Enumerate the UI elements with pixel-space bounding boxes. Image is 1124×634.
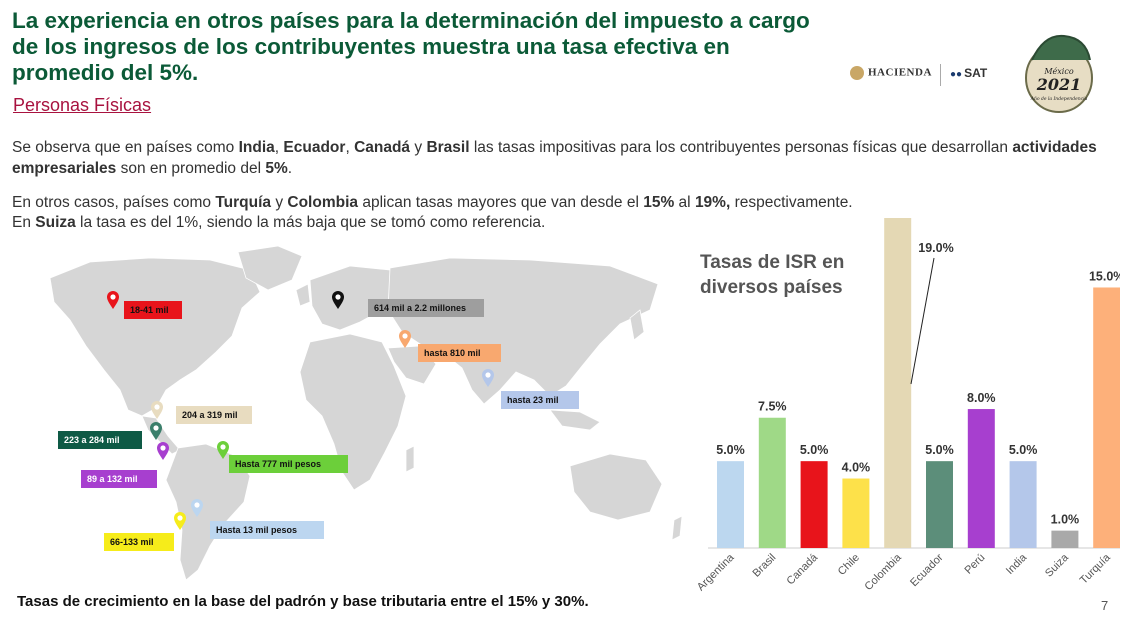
paragraph-segment: En	[12, 214, 36, 231]
paragraph-segment: India	[238, 139, 275, 156]
bar-brasil	[758, 417, 786, 548]
paragraph-segment: son en promedio del	[116, 160, 266, 177]
leader-line	[910, 257, 935, 385]
category-label: Suiza	[1043, 551, 1072, 580]
category-label: Argentina	[695, 551, 737, 593]
emblem-text-2: 2021	[1036, 75, 1082, 94]
category-label: Perú	[962, 552, 987, 577]
sat-logo-text: SAT	[964, 66, 988, 80]
bar-chile	[842, 478, 870, 548]
paragraph-segment: y	[271, 194, 288, 211]
map-label: 204 a 319 mil	[176, 406, 252, 424]
category-label: Canadá	[784, 551, 820, 587]
value-label: 4.0%	[842, 461, 871, 475]
paragraph-segment: las tasas impositivas para los contribuy…	[469, 139, 1013, 156]
paragraph-segment: 19%,	[694, 194, 731, 211]
chart-title: Tasas de ISR en diversos países	[700, 252, 845, 298]
footer-note: Tasas de crecimiento en la base del padr…	[17, 593, 589, 610]
page-subtitle[interactable]: Personas Físicas	[13, 95, 152, 115]
hacienda-logo: HACIENDA	[850, 66, 932, 80]
paragraph-segment: Ecuador	[283, 139, 346, 156]
category-label: Turquía	[1078, 551, 1114, 587]
paragraph-segment: En otros casos, países como	[12, 194, 216, 211]
map-pin-icon	[174, 512, 186, 530]
paragraph-segment: 5%	[265, 160, 288, 177]
map-label: hasta 810 mil	[418, 344, 501, 362]
paragraph-segment: ,	[274, 139, 284, 156]
bar-canadá	[800, 461, 828, 548]
value-label: 19.0%	[918, 241, 953, 255]
map-pin-icon	[151, 401, 163, 419]
category-label: Chile	[836, 552, 862, 578]
page-number: 7	[1101, 598, 1109, 613]
mexico-2021-emblem: México 2021 Año de la Independencia	[1025, 34, 1093, 113]
category-label: Brasil	[750, 552, 778, 580]
paragraph-segment: aplican tasas mayores que van desde el	[358, 194, 644, 211]
map-label: 18-41 mil	[124, 301, 182, 319]
map-pin-icon	[157, 442, 169, 460]
paragraph-segment: actividades empresariales	[12, 139, 1097, 177]
map-pin-icon	[191, 499, 203, 517]
bar-turquía	[1093, 287, 1120, 548]
bar-ecuador	[926, 461, 953, 548]
bar-india	[1009, 461, 1037, 548]
value-label: 5.0%	[716, 443, 745, 457]
paragraph-segment: al	[674, 194, 695, 211]
map-label: 223 a 284 mil	[58, 431, 142, 449]
bar-argentina	[717, 461, 744, 548]
value-label: 5.0%	[800, 443, 829, 457]
world-map	[49, 245, 683, 581]
paragraph-1: Se observa que en países como India, Ecu…	[12, 137, 1102, 179]
bar-suiza	[1051, 530, 1079, 548]
emblem-text-1: México	[1043, 67, 1073, 76]
map-pin-icon	[150, 422, 162, 440]
map-label: 614 mil a 2.2 millones	[368, 299, 484, 317]
paragraph-segment: Canadá	[354, 139, 411, 156]
paragraph-segment: Colombia	[287, 194, 359, 211]
isr-bar-chart: 5.0% Argentina 7.5% Brasil 5.0% Canadá 4.0% Chi…	[695, 218, 1120, 593]
value-label: 8.0%	[967, 391, 996, 405]
map-pin-icon	[482, 369, 494, 387]
paragraph-segment: respectivamente.	[730, 194, 853, 211]
paragraph-3: En Suiza la tasa es del 1%, siendo la má…	[12, 212, 1102, 233]
value-label: 15.0%	[1089, 269, 1120, 283]
map-label: Hasta 777 mil pesos	[229, 455, 348, 473]
paragraph-segment: la tasa es del 1%, siendo la más baja qu…	[75, 214, 546, 231]
hacienda-logo-text: HACIENDA	[868, 66, 932, 79]
seal-icon	[850, 66, 864, 80]
map-pin-icon	[332, 291, 344, 309]
paragraph-segment: .	[287, 160, 293, 177]
logo-divider	[940, 64, 941, 86]
paragraph-2: En otros casos, países como Turquía y Co…	[12, 192, 1102, 213]
category-label: Colombia	[862, 551, 904, 593]
map-label: 89 a 132 mil	[81, 470, 157, 488]
map-label: 66-133 mil	[104, 533, 174, 551]
value-label: 1.0%	[1051, 513, 1080, 527]
category-label: Ecuador	[908, 551, 946, 589]
paragraph-segment: Suiza	[35, 214, 76, 231]
map-pin-icon	[107, 291, 119, 309]
map-pin-icon	[399, 330, 411, 348]
bar-perú	[967, 409, 995, 548]
map-label: Hasta 13 mil pesos	[210, 521, 324, 539]
map-pin-icon	[217, 441, 229, 459]
category-label: India	[1004, 551, 1030, 577]
sat-dots-icon: ●●	[950, 69, 963, 80]
paragraph-segment: Turquía	[215, 194, 272, 211]
sat-logo: ●● SAT	[950, 66, 987, 80]
paragraph-segment: ,	[345, 139, 355, 156]
paragraph-segment: Brasil	[426, 139, 470, 156]
paragraph-segment: Se observa que en países como	[12, 139, 239, 156]
page-title: La experiencia en otros países para la d…	[12, 8, 810, 85]
map-label: hasta 23 mil	[501, 391, 579, 409]
bar-colombia	[884, 218, 912, 548]
value-label: 5.0%	[925, 443, 954, 457]
value-label: 5.0%	[1009, 443, 1038, 457]
paragraph-segment: 15%	[643, 194, 675, 211]
value-label: 7.5%	[758, 400, 787, 414]
paragraph-segment: y	[410, 139, 427, 156]
emblem-text-3: Año de la Independencia	[1030, 95, 1088, 102]
